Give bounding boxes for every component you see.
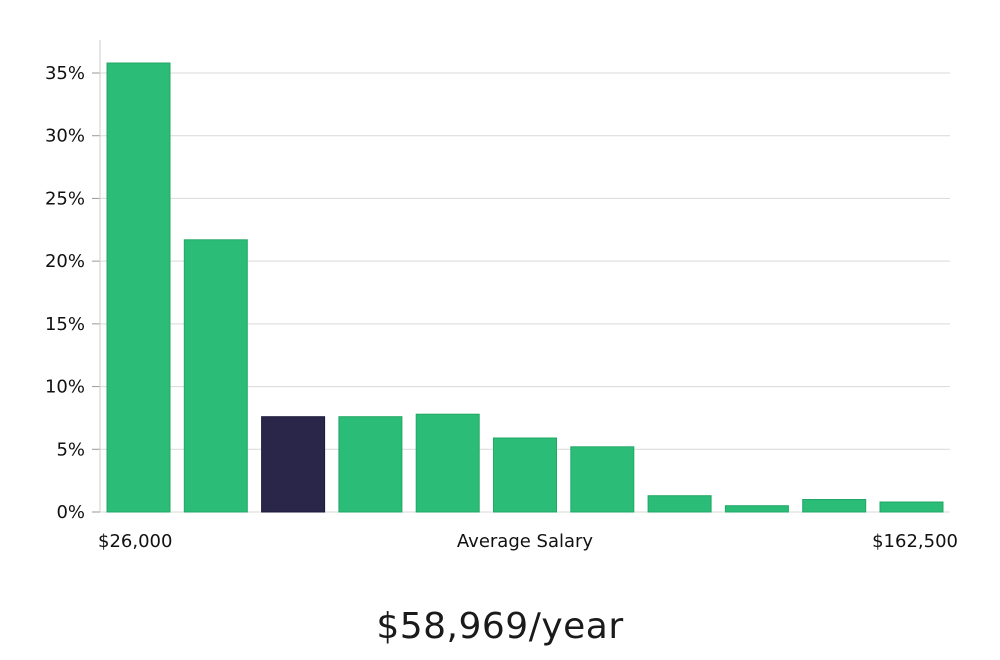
y-tick-label: 0% <box>56 502 85 523</box>
y-tick-label: 30% <box>45 126 85 147</box>
y-tick-label: 35% <box>45 63 85 84</box>
bar <box>647 495 712 513</box>
x-axis-title: Average Salary <box>457 531 594 552</box>
salary-histogram: 0% 5% 10% 15% 20% 25% 30% 35% $26,000 Average S… <box>45 40 958 552</box>
bar <box>724 505 789 513</box>
bars <box>106 62 944 513</box>
bar <box>106 62 171 513</box>
bar <box>183 239 248 513</box>
bar <box>493 437 557 513</box>
bar <box>415 413 480 513</box>
bar <box>570 446 635 513</box>
y-tick-label: 15% <box>45 314 85 335</box>
bar <box>802 499 867 513</box>
average-salary-value: $58,969/year <box>376 606 624 647</box>
bar-highlighted <box>261 416 326 513</box>
bar <box>338 416 403 513</box>
bar <box>879 501 944 513</box>
x-max-label: $162,500 <box>872 531 958 552</box>
y-tick-label: 25% <box>45 188 85 209</box>
y-axis-ticks: 0% 5% 10% 15% 20% 25% 30% 35% <box>45 63 100 523</box>
x-min-label: $26,000 <box>98 531 172 552</box>
y-tick-label: 10% <box>45 377 85 398</box>
y-tick-label: 5% <box>56 439 85 460</box>
y-tick-label: 20% <box>45 251 85 272</box>
